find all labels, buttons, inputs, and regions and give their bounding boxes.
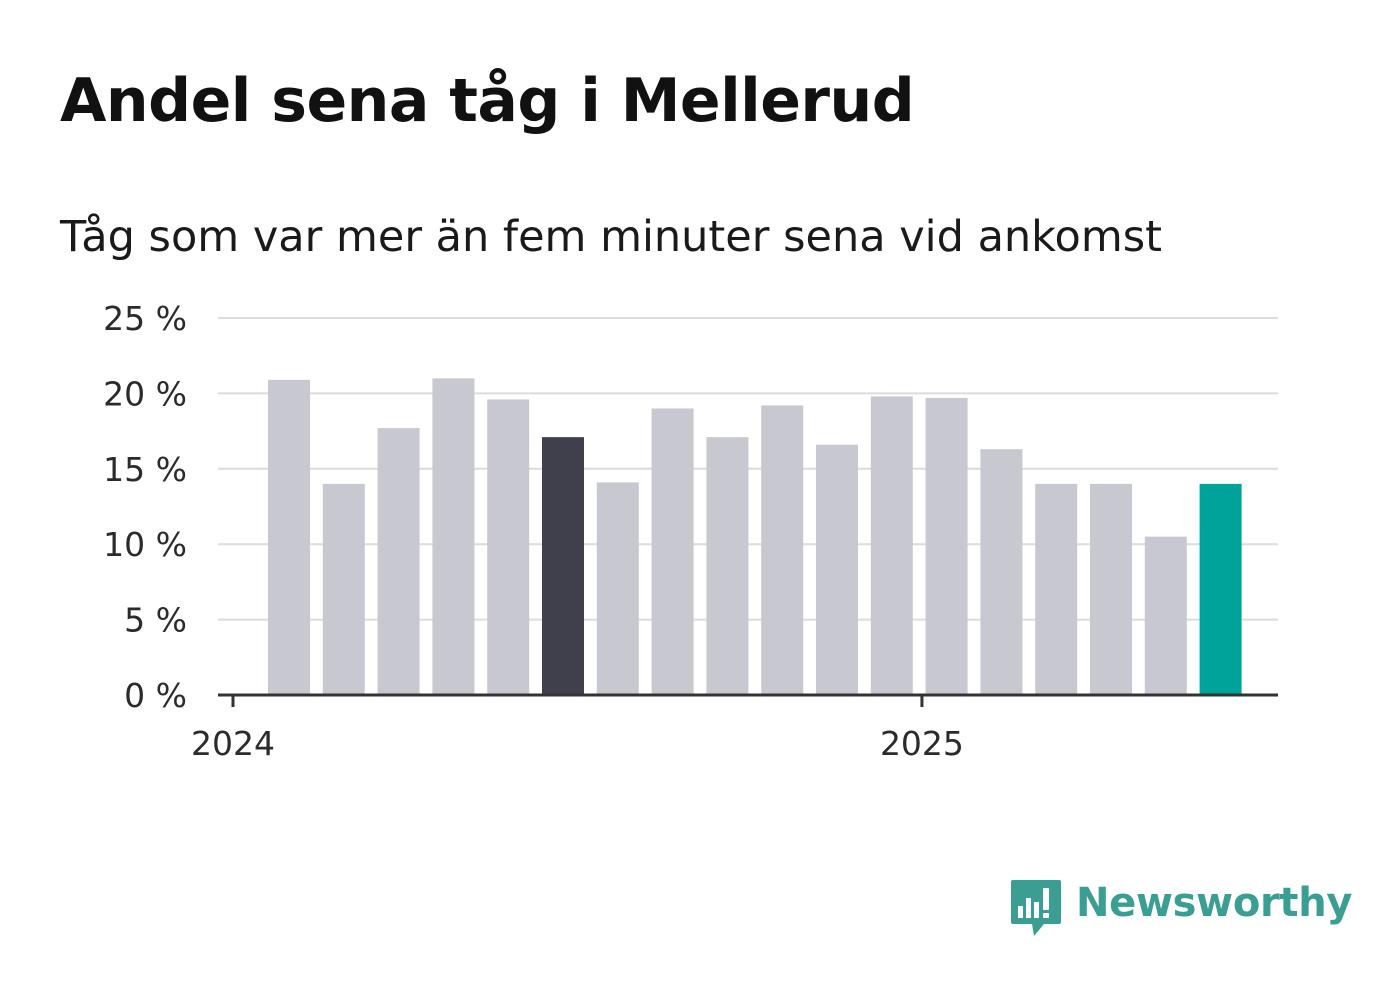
y-tick-label: 20 %	[103, 374, 187, 413]
x-axis	[218, 693, 1278, 707]
y-tick-label: 5 %	[124, 601, 187, 640]
y-tick-label: 25 %	[103, 299, 187, 338]
bar-2025-05	[1144, 536, 1187, 695]
newsworthy-bar-chart-icon	[1011, 880, 1061, 936]
chart-title: Andel sena tåg i Mellerud	[60, 66, 915, 136]
bar-2024-02	[322, 483, 365, 695]
bar-2024-12	[870, 396, 913, 695]
x-tick-label: 2024	[191, 724, 275, 763]
y-tick-label: 15 %	[103, 450, 187, 489]
bar-2024-05	[487, 399, 530, 695]
bar-2024-03	[377, 428, 420, 695]
bar-2025-03	[1035, 483, 1078, 695]
x-axis-tick-labels: 2024 2025	[191, 724, 964, 763]
bar-2025-04	[1090, 483, 1132, 695]
bar-2024-11	[816, 444, 858, 695]
newsworthy-logo: Newsworthy	[1010, 878, 1353, 940]
bar-2025-02	[980, 449, 1023, 695]
x-tick-label: 2025	[880, 724, 964, 763]
bar-chart: 0 % 5 % 10 % 15 % 20 % 25 % 2024 2025	[103, 299, 1278, 763]
bar-2025-06	[1199, 483, 1242, 695]
bar-2025-01	[925, 397, 968, 695]
bar-2024-06	[542, 437, 584, 695]
bar-2024-01	[268, 379, 310, 695]
bar-2024-07	[596, 482, 639, 695]
y-tick-label: 10 %	[103, 525, 187, 564]
bar-2024-08	[651, 408, 694, 695]
y-tick-label: 0 %	[124, 676, 187, 715]
y-axis-tick-labels: 0 % 5 % 10 % 15 % 20 % 25 %	[103, 299, 187, 715]
chart-subtitle: Tåg som var mer än fem minuter sena vid …	[60, 212, 1163, 262]
brand-name: Newsworthy	[1076, 880, 1353, 926]
bar-2024-04	[432, 378, 475, 695]
bar-2024-10	[761, 405, 804, 695]
bars	[268, 378, 1242, 695]
bar-2024-09	[706, 437, 749, 695]
